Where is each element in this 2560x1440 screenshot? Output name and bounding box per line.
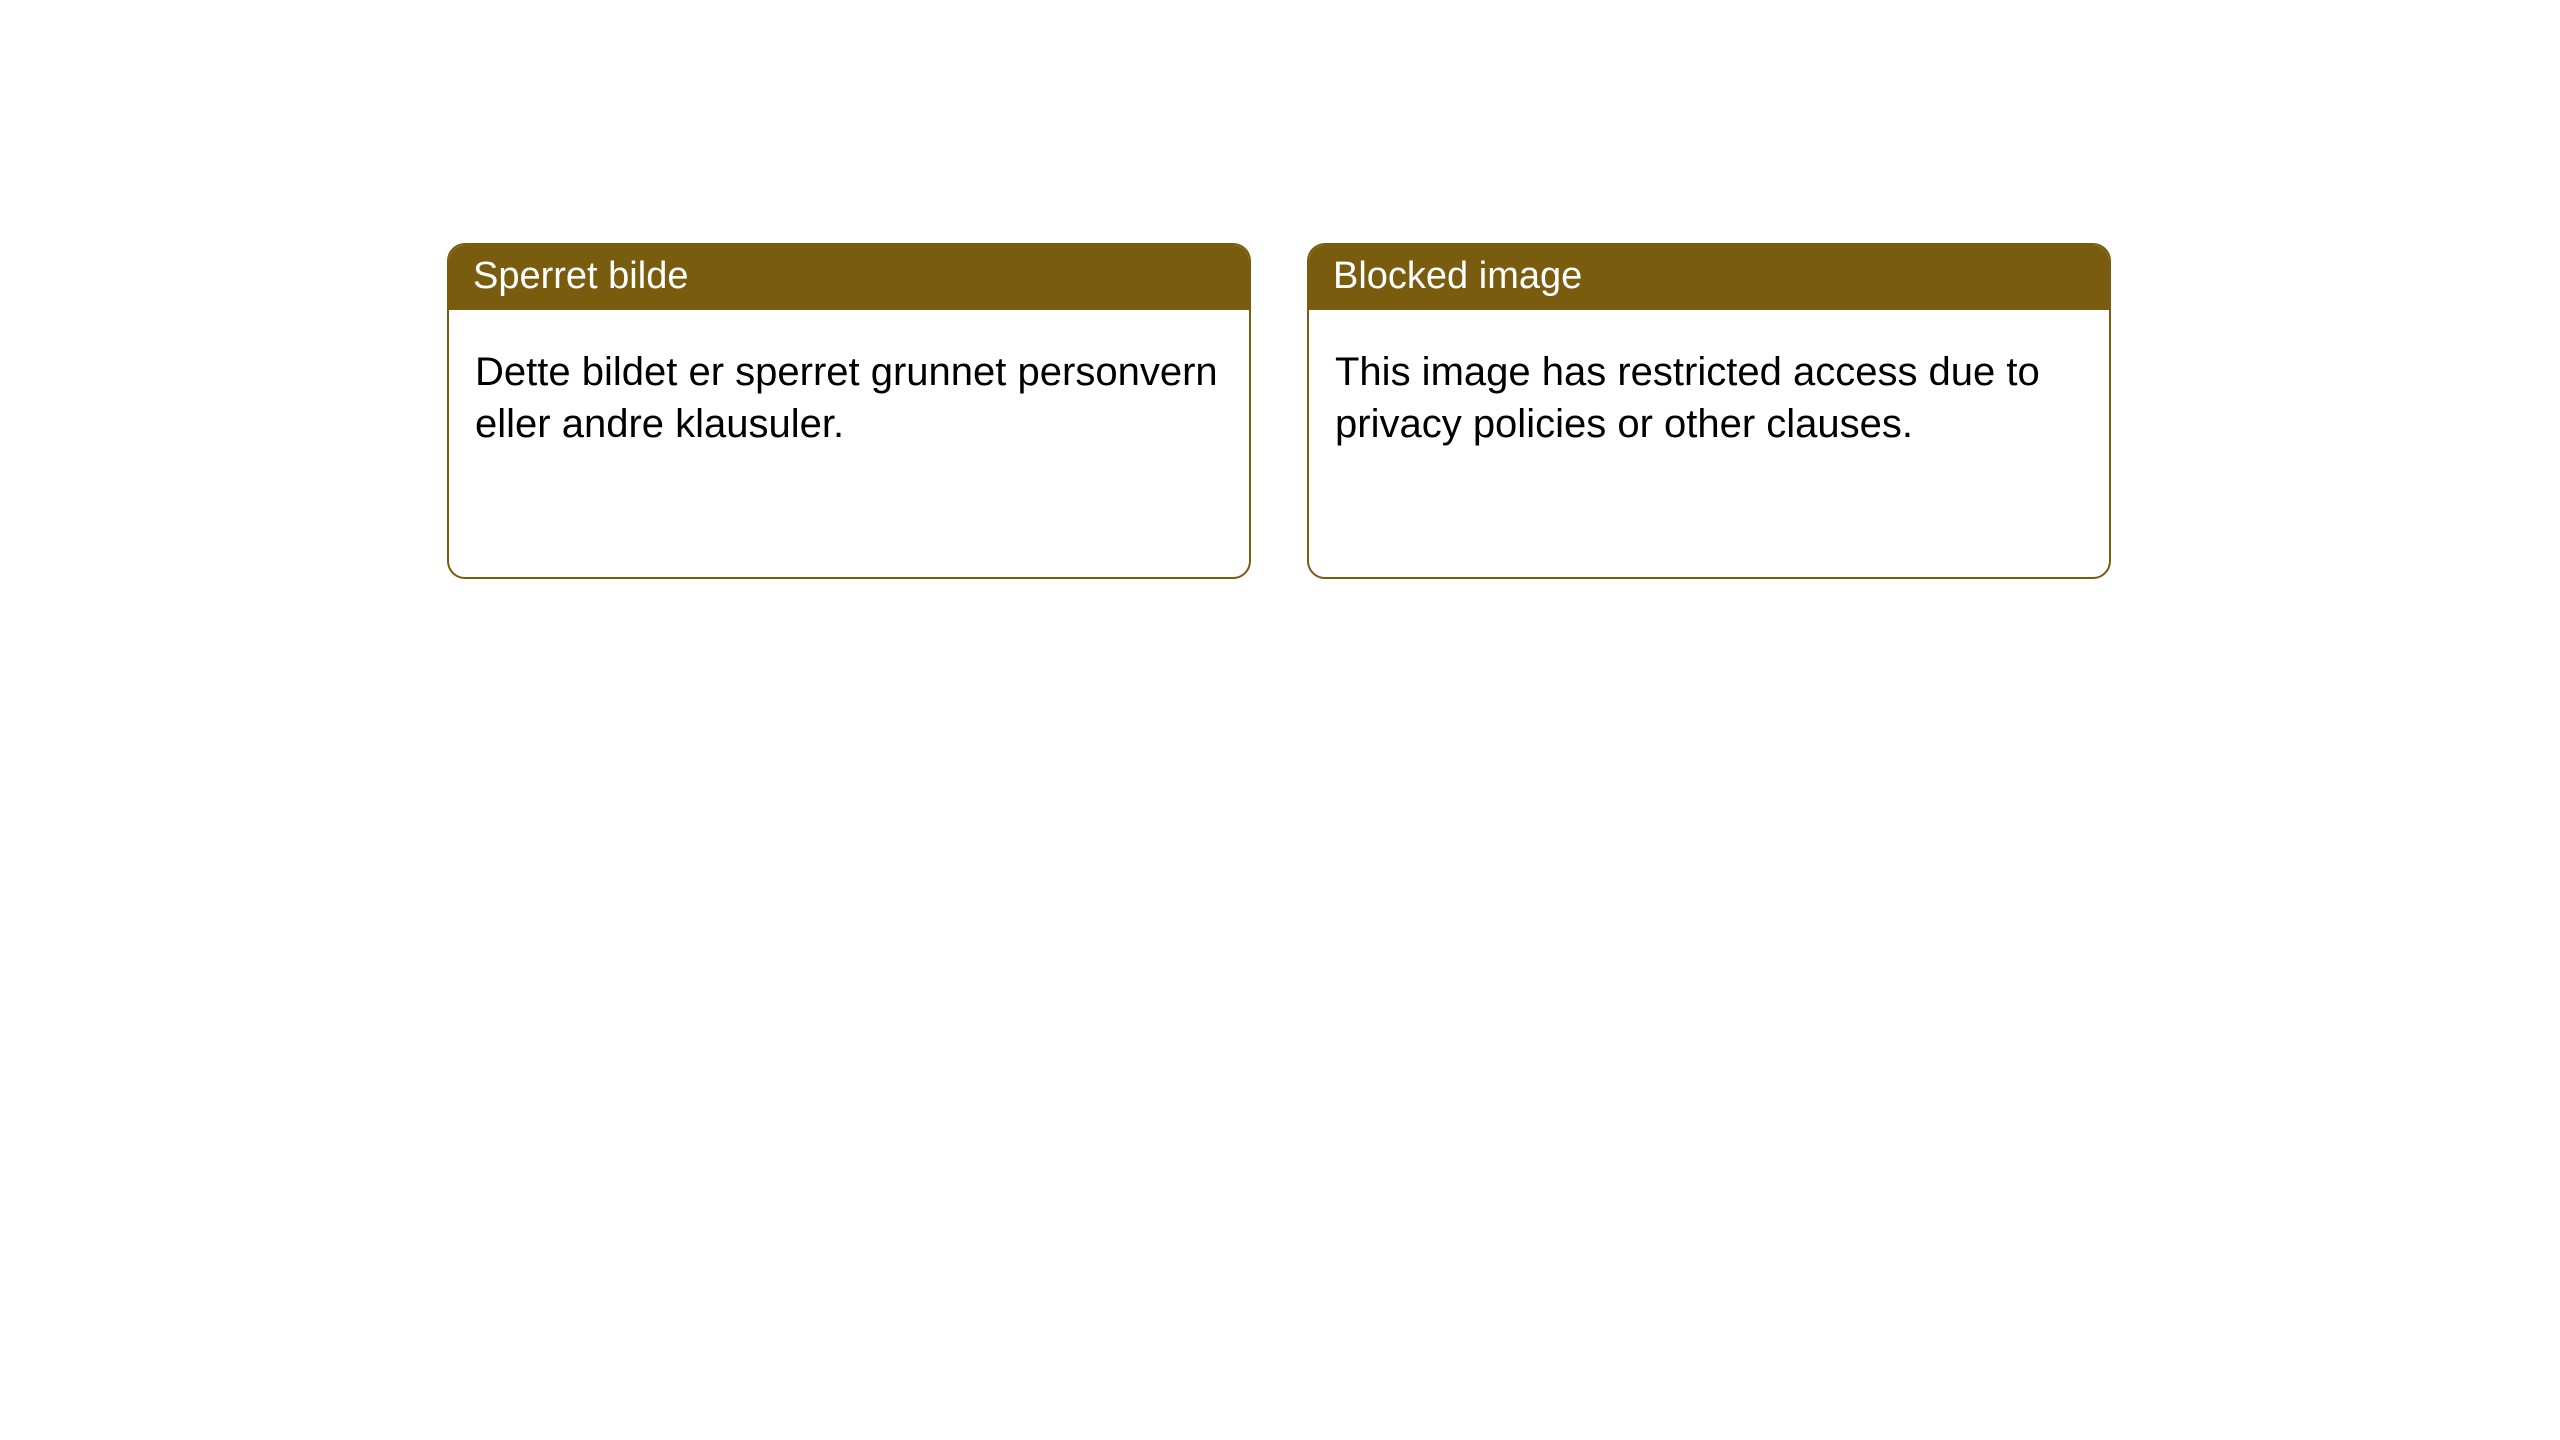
card-body-text: This image has restricted access due to … [1335, 350, 2040, 446]
notice-container: Sperret bilde Dette bildet er sperret gr… [0, 0, 2560, 579]
card-header: Blocked image [1309, 245, 2109, 310]
card-title: Blocked image [1333, 255, 1582, 297]
blocked-image-card-en: Blocked image This image has restricted … [1307, 243, 2111, 579]
card-body: This image has restricted access due to … [1309, 310, 2109, 486]
card-header: Sperret bilde [449, 245, 1249, 310]
card-body: Dette bildet er sperret grunnet personve… [449, 310, 1249, 486]
card-body-text: Dette bildet er sperret grunnet personve… [475, 350, 1218, 446]
card-title: Sperret bilde [473, 255, 688, 297]
blocked-image-card-no: Sperret bilde Dette bildet er sperret gr… [447, 243, 1251, 579]
